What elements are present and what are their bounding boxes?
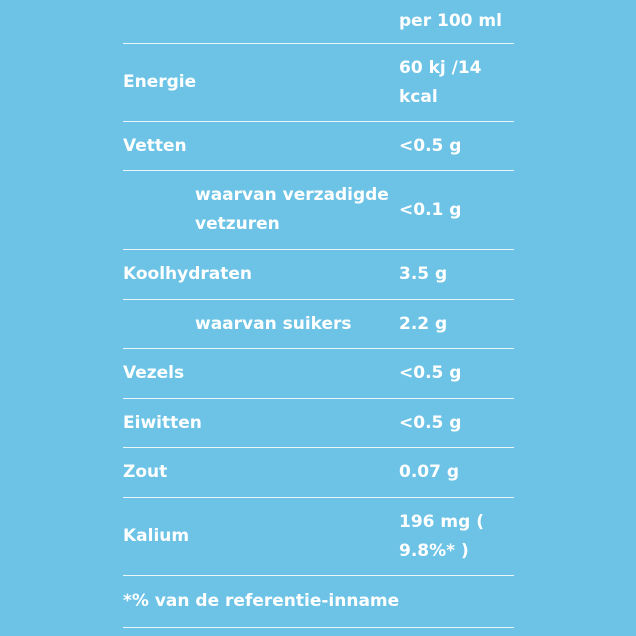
nutrient-row-zout: Zout 0.07 g [123, 448, 514, 498]
nutrient-label: Eiwitten [123, 412, 202, 433]
nutrient-row-eiwitten: Eiwitten <0.5 g [123, 399, 514, 448]
nutrient-value: <0.5 g [399, 363, 462, 383]
nutrient-row-vezels: Vezels <0.5 g [123, 349, 514, 399]
nutrient-value: 3.5 g [399, 264, 448, 284]
nutrient-label: Koolhydraten [123, 264, 253, 284]
nutrient-row-vetten: Vetten <0.5 g [123, 122, 514, 171]
nutrient-sublabel: waarvan verzadigde vetzuren [195, 185, 389, 234]
nutrient-label: Zout [123, 462, 168, 482]
nutrient-row-kalium: Kalium 196 mg ( 9.8%* ) [123, 498, 514, 576]
nutrient-value: 2.2 g [399, 313, 448, 334]
footnote-row: *% van de referentie-inname [123, 576, 514, 628]
nutrient-label: Vetten [123, 135, 187, 156]
nutrient-row-koolhydraten: Koolhydraten 3.5 g [123, 250, 514, 300]
nutrient-value: 0.07 g [399, 462, 460, 482]
nutrient-sublabel: waarvan suikers [195, 313, 352, 334]
nutrient-label: Energie [123, 72, 197, 92]
header-value: per 100 ml [399, 11, 502, 31]
nutrient-value: <0.1 g [399, 199, 462, 220]
nutrient-row-verzadigde: waarvan verzadigde vetzuren <0.1 g [123, 171, 514, 250]
footnote-text: *% van de referentie-inname [123, 591, 400, 611]
nutrient-value: 196 mg ( 9.8%* ) [399, 511, 484, 561]
nutrient-row-energie: Energie 60 kj /14 kcal [123, 44, 514, 122]
nutrient-value: <0.5 g [399, 135, 462, 156]
nutrient-row-suikers: waarvan suikers 2.2 g [123, 300, 514, 349]
nutrition-table: per 100 ml Energie 60 kj /14 kcal Vetten… [123, 0, 514, 628]
nutrient-value: 60 kj /14 kcal [399, 57, 482, 107]
table-header-row: per 100 ml [123, 0, 514, 44]
nutrient-label: Kalium [123, 526, 190, 546]
nutrient-label: Vezels [123, 363, 185, 383]
nutrient-value: <0.5 g [399, 412, 462, 433]
